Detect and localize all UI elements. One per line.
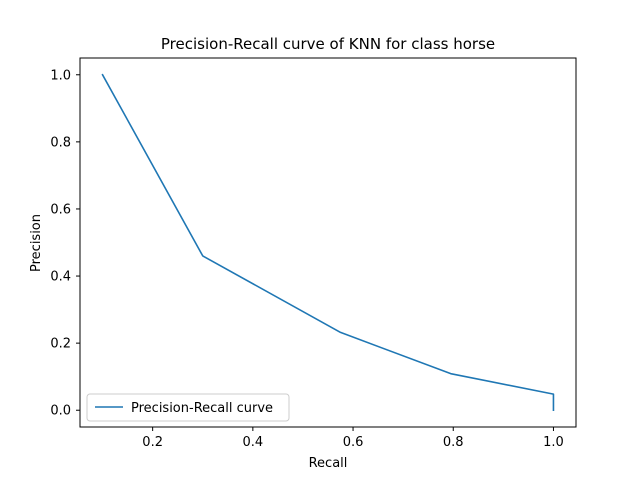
plot-frame (79, 57, 577, 428)
legend-box (86, 393, 290, 422)
x-tick-label: 0.6 (343, 435, 364, 450)
legend: Precision-Recall curve (86, 393, 290, 422)
y-tick-label: 0.0 (50, 404, 71, 419)
x-axis-label: Recall (309, 456, 348, 471)
x-tick-label: 0.8 (443, 435, 464, 450)
x-tick-label: 0.4 (243, 435, 264, 450)
series-layer (101, 73, 555, 412)
x-axis-ticks: 0.2 0.4 0.6 0.8 1.0 (142, 427, 564, 450)
x-tick-label: 1.0 (543, 435, 564, 450)
legend-label: Precision-Recall curve (131, 401, 273, 416)
y-tick-label: 0.2 (50, 337, 71, 352)
y-tick-label: 1.0 (50, 68, 71, 83)
y-axis-label: Precision (29, 214, 44, 272)
y-tick-label: 0.6 (50, 202, 71, 217)
series-line-precision-recall (101, 73, 555, 412)
x-tick-label: 0.2 (142, 435, 163, 450)
y-axis-ticks: 0.0 0.2 0.4 0.6 0.8 1.0 (50, 68, 80, 419)
y-tick-label: 0.8 (50, 135, 71, 150)
chart-title: Precision-Recall curve of KNN for class … (161, 35, 495, 53)
y-tick-label: 0.4 (50, 270, 71, 285)
